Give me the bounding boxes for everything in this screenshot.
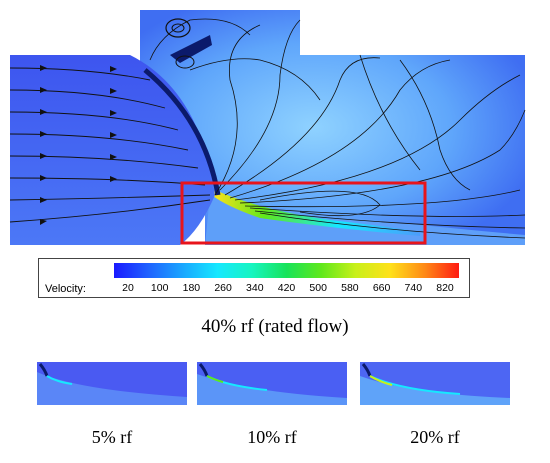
thumbnail-caption: 10% rf (247, 427, 297, 447)
main-velocity-plot (9, 10, 526, 245)
thumbnail-caption: 5% rf (91, 427, 133, 447)
thumbnail-10pct (197, 362, 347, 405)
valve-stem (170, 35, 212, 63)
legend-tick-label: 260 (214, 282, 232, 294)
legend-tick-label: 820 (436, 282, 454, 294)
legend-label: Velocity: (45, 283, 86, 295)
vortex-core (165, 18, 191, 38)
legend-tick-label: 20 (122, 282, 134, 294)
legend-tick-label: 340 (246, 282, 264, 294)
color-scale-bar (114, 263, 459, 278)
legend-tick-label: 740 (404, 282, 423, 294)
velocity-legend: Velocity: 20 100 180 260 340 420 500 580 660 740 8… (38, 258, 470, 298)
thumbnail-caption: 20% rf (410, 427, 460, 447)
chamber-streamlines (149, 18, 526, 239)
valve-disk (143, 68, 221, 196)
highlight-box (180, 181, 427, 245)
outlet-band (205, 195, 525, 245)
thumbnail-5pct (37, 362, 187, 405)
legend-tick-label: 100 (150, 282, 169, 294)
legend-tick-label: 580 (341, 282, 359, 294)
legend-tick-label: 660 (372, 282, 391, 294)
legend-tick-label: 420 (277, 282, 296, 294)
thumbnail-20pct (360, 362, 510, 405)
velocity-jet (213, 190, 420, 236)
inlet-region (10, 55, 215, 245)
chamber-region (140, 10, 525, 245)
inlet-arrowheads (40, 65, 117, 225)
legend-ticks: 20 100 180 260 340 420 500 580 660 740 820 (114, 259, 459, 299)
main-caption: 40% rf (rated flow) (201, 316, 349, 337)
legend-tick-label: 500 (309, 282, 327, 294)
legend-tick-label: 180 (182, 282, 201, 294)
